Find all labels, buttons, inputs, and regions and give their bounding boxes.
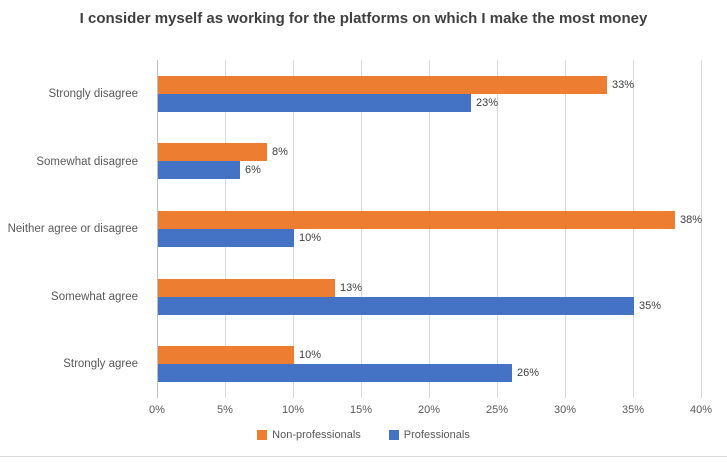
legend-label: Professionals bbox=[403, 429, 470, 441]
bar-professionals-neither-agree-or-disagree bbox=[158, 229, 294, 247]
x-axis-tick-label: 0% bbox=[149, 404, 165, 416]
legend-label: Non-professionals bbox=[272, 429, 361, 441]
bar-non-professionals-somewhat-disagree bbox=[158, 143, 267, 161]
data-label-professionals-neither-agree-or-disagree: 10% bbox=[299, 232, 322, 244]
plot-area: 33% 23% 8% 6% 38% 10% 13% 35% 10% 26% bbox=[157, 60, 703, 398]
chart-bottom-border bbox=[0, 456, 727, 457]
category-label-somewhat-agree: Somewhat agree bbox=[51, 291, 138, 303]
data-label-professionals-strongly-disagree: 23% bbox=[476, 97, 499, 109]
gridline bbox=[565, 60, 566, 398]
y-axis-category-labels: Strongly disagree Somewhat disagree Neithe… bbox=[0, 60, 147, 398]
y-axis-line bbox=[157, 60, 158, 398]
data-label-non-professionals-strongly-agree: 10% bbox=[299, 349, 322, 361]
x-axis-tick-label: 10% bbox=[281, 404, 305, 416]
bar-professionals-somewhat-agree bbox=[158, 297, 634, 315]
x-axis-tick-label: 25% bbox=[485, 404, 509, 416]
x-axis-tick-label: 15% bbox=[349, 404, 373, 416]
gridline bbox=[633, 60, 634, 398]
legend-item-professionals: Professionals bbox=[388, 429, 470, 441]
category-label-neither-agree-or-disagree: Neither agree or disagree bbox=[7, 223, 138, 235]
x-axis-tick-label: 5% bbox=[217, 404, 233, 416]
bar-non-professionals-strongly-disagree bbox=[158, 76, 607, 94]
data-label-professionals-somewhat-disagree: 6% bbox=[245, 164, 261, 176]
bar-professionals-strongly-disagree bbox=[158, 94, 471, 112]
bar-non-professionals-strongly-agree bbox=[158, 346, 294, 364]
data-label-non-professionals-somewhat-agree: 13% bbox=[340, 282, 363, 294]
legend-swatch-icon bbox=[388, 430, 399, 440]
gridline bbox=[429, 60, 430, 398]
x-axis-tick-labels: 0% 5% 10% 15% 20% 25% 30% 35% 40% bbox=[0, 404, 727, 420]
legend-swatch-icon bbox=[257, 430, 268, 440]
chart-title: I consider myself as working for the pla… bbox=[79, 10, 648, 27]
data-label-non-professionals-somewhat-disagree: 8% bbox=[272, 146, 288, 158]
x-axis-tick-label: 40% bbox=[689, 404, 713, 416]
data-label-non-professionals-neither-agree-or-disagree: 38% bbox=[680, 214, 703, 226]
chart-legend: Non-professionals Professionals bbox=[0, 429, 727, 441]
gridline bbox=[361, 60, 362, 398]
category-label-somewhat-disagree: Somewhat disagree bbox=[36, 156, 138, 168]
data-label-non-professionals-strongly-disagree: 33% bbox=[612, 79, 635, 91]
bar-non-professionals-somewhat-agree bbox=[158, 279, 335, 297]
data-label-professionals-strongly-agree: 26% bbox=[517, 367, 540, 379]
x-axis-tick-label: 35% bbox=[621, 404, 645, 416]
category-label-strongly-agree: Strongly agree bbox=[63, 358, 138, 370]
gridline bbox=[497, 60, 498, 398]
x-axis-tick-label: 20% bbox=[417, 404, 441, 416]
legend-item-non-professionals: Non-professionals bbox=[257, 429, 361, 441]
x-axis-tick-label: 30% bbox=[553, 404, 577, 416]
gridline bbox=[701, 60, 702, 398]
data-label-professionals-somewhat-agree: 35% bbox=[639, 300, 662, 312]
bar-non-professionals-neither-agree-or-disagree bbox=[158, 211, 675, 229]
category-label-strongly-disagree: Strongly disagree bbox=[48, 88, 139, 100]
bar-professionals-strongly-agree bbox=[158, 364, 512, 382]
bar-professionals-somewhat-disagree bbox=[158, 161, 240, 179]
